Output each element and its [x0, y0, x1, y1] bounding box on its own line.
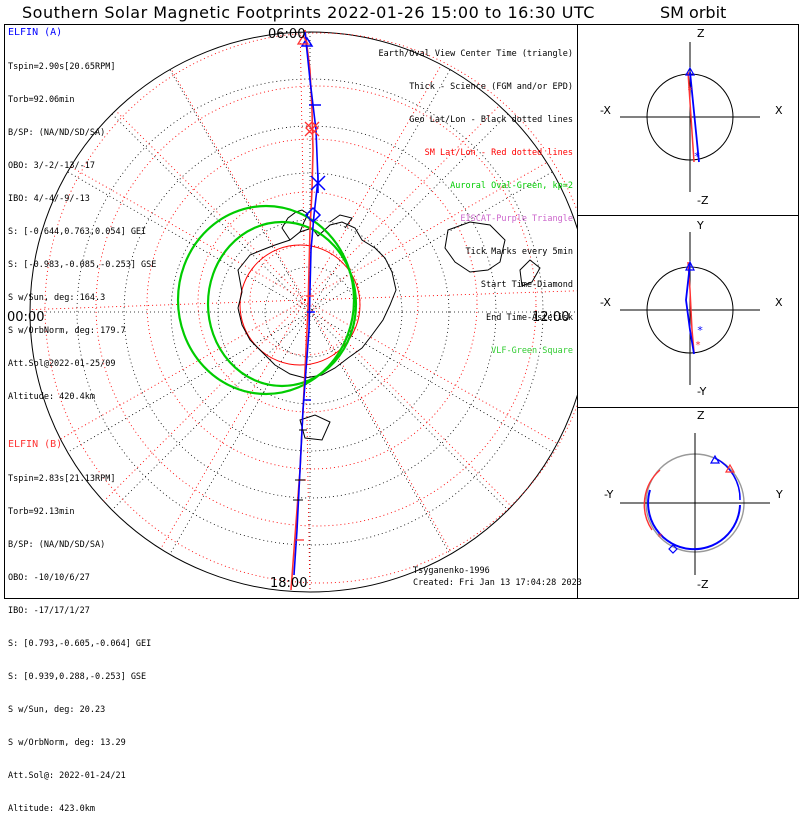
legend-item: Auroral Oval-Green, kp=2 [450, 181, 573, 191]
svg-text:*: * [694, 150, 701, 163]
sm-orbit-xz: * * [620, 42, 760, 192]
legend-item: VLF-Green Square [491, 346, 573, 356]
elfin-a-footprint [293, 31, 319, 576]
sm-orbit-xy: * * [620, 232, 760, 385]
elfin-a-line: S: [-0.983,-0.085,-0.253] GSE [8, 260, 157, 270]
elfin-a-line: S w/Sun, deg: 164.3 [8, 293, 106, 303]
svg-text:*: * [695, 340, 701, 351]
africa-coastline [299, 414, 331, 441]
sm1-right-label: X [775, 104, 783, 117]
elfin-b-line: Tspin=2.83s[21.13RPM] [8, 474, 116, 484]
elfin-a-line: OBO: 3/-2/-13/-17 [8, 161, 95, 171]
elfin-b-line: S w/Sun, deg: 20.23 [8, 705, 106, 715]
elfin-a-line: B/SP: (NA/ND/SD/SA) [8, 128, 106, 138]
elfin-a-line: Torb=92.06min [8, 95, 75, 105]
plot-title: Southern Solar Magnetic Footprints 2022-… [22, 3, 595, 22]
australia-coastline [444, 221, 506, 273]
sm2-left-label: -X [600, 296, 611, 309]
elfin-a-start-diamond [304, 206, 322, 224]
antarctic-peninsula [281, 209, 309, 241]
svg-text:*: * [657, 532, 663, 543]
elfin-b-line: S w/OrbNorm, deg: 13.29 [8, 738, 126, 748]
sm2-bottom-label: -Y [697, 385, 707, 398]
elfin-b-line: OBO: -10/10/6/27 [8, 573, 90, 583]
sm3-bottom-label: -Z [697, 578, 709, 591]
elfin-a-orbit [689, 71, 700, 163]
elfin-b-center-triangle [296, 34, 310, 45]
sm-orbit-yz: * [620, 433, 770, 575]
sm2-top-label: Y [697, 219, 704, 232]
nz-coastline [519, 259, 541, 287]
sm-meridians [30, 32, 577, 592]
legend-item: Thick - Science (FGM and/or EPD) [409, 82, 573, 92]
footprint-map: * * * * * [29, 29, 770, 593]
sm-orbit-title: SM orbit [660, 3, 727, 22]
legend-item: Start Time-Diamond [480, 280, 573, 290]
auroral-oval-outer [176, 204, 356, 396]
tick-marks [293, 429, 307, 501]
time-label-bottom: 18:00 [270, 576, 308, 591]
elfin-b-orbit [643, 469, 661, 531]
sm-panel-yz-frame [577, 407, 799, 599]
elfin-a-line: Altitude: 420.4km [8, 392, 95, 402]
antarctica-coastline [237, 221, 397, 379]
elfin-a-line: S: [-0.644,0.763,0.054] GEI [8, 227, 147, 237]
elfin-b-info: Tspin=2.83s[21.13RPM] Torb=92.13min B/SP… [8, 452, 151, 826]
sm3-left-label: -Y [604, 488, 614, 501]
legend-item: Earth/Oval View Center Time (triangle) [378, 49, 573, 59]
elfin-a-line: S w/OrbNorm, deg: 179.7 [8, 326, 126, 336]
legend-item: End Time-Asterisk [486, 313, 573, 323]
legend-item: SM Lat/Lon - Red dotted lines [424, 148, 573, 158]
svg-text:*: * [687, 86, 692, 96]
elfin-a-line: IBO: 4/-4/-9/-13 [8, 194, 90, 204]
sm1-left-label: -X [600, 104, 611, 117]
sm3-right-label: Y [776, 488, 783, 501]
elfin-a-title: ELFIN (A) [8, 27, 63, 38]
legend: Earth/Oval View Center Time (triangle) T… [379, 27, 573, 368]
credits-author: Tsyganenko-1996 [413, 566, 490, 576]
elfin-b-markers [296, 34, 320, 541]
elfin-a-orbit [647, 489, 741, 551]
legend-item: EISCAT-Purple Triangle [460, 214, 573, 224]
time-label-right: 12:00 [532, 310, 570, 325]
south-america-coastline [329, 214, 353, 229]
auroral-oval-inner [206, 220, 358, 388]
sm1-bottom-label: -Z [697, 194, 709, 207]
elfin-b-line: S: [0.939,0.288,-0.253] GSE [8, 672, 147, 682]
time-label-left: 00:00 [7, 310, 45, 325]
svg-text:*: * [697, 324, 704, 337]
elfin-b-line: Altitude: 423.0km [8, 804, 95, 814]
elfin-a-info: Tspin=2.90s[20.65RPM] Torb=92.06min B/SP… [8, 40, 156, 414]
credits-created: Created: Fri Jan 13 17:04:28 2023 [413, 578, 582, 588]
elfin-b-title: ELFIN (B) [8, 439, 63, 450]
legend-item: Tick Marks every 5min [465, 247, 573, 257]
elfin-b-line: Torb=92.13min [8, 507, 75, 517]
elfin-a-markers [300, 36, 326, 401]
sm2-right-label: X [775, 296, 783, 309]
sm1-top-label: Z [697, 27, 705, 40]
elfin-b-line: Att.Sol@: 2022-01-24/21 [8, 771, 126, 781]
elfin-a-line: Att.Sol@2022-01-25/09 [8, 359, 116, 369]
elfin-b-orbit [687, 71, 695, 163]
elfin-a-center-triangle [300, 36, 314, 47]
elfin-a-orbit [685, 263, 695, 355]
time-label-top: 06:00 [268, 27, 306, 42]
elfin-b-line: IBO: -17/17/1/27 [8, 606, 90, 616]
elfin-b-line: B/SP: (NA/ND/SD/SA) [8, 540, 106, 550]
elfin-b-line: S: [0.793,-0.605,-0.064] GEI [8, 639, 152, 649]
legend-item: Geo Lat/Lon - Black dotted lines [409, 115, 573, 125]
elfin-a-line: Tspin=2.90s[20.65RPM] [8, 62, 116, 72]
elfin-b-start-diamond [305, 121, 319, 135]
sm-pole-circle [239, 244, 361, 366]
sm3-top-label: Z [697, 409, 705, 422]
